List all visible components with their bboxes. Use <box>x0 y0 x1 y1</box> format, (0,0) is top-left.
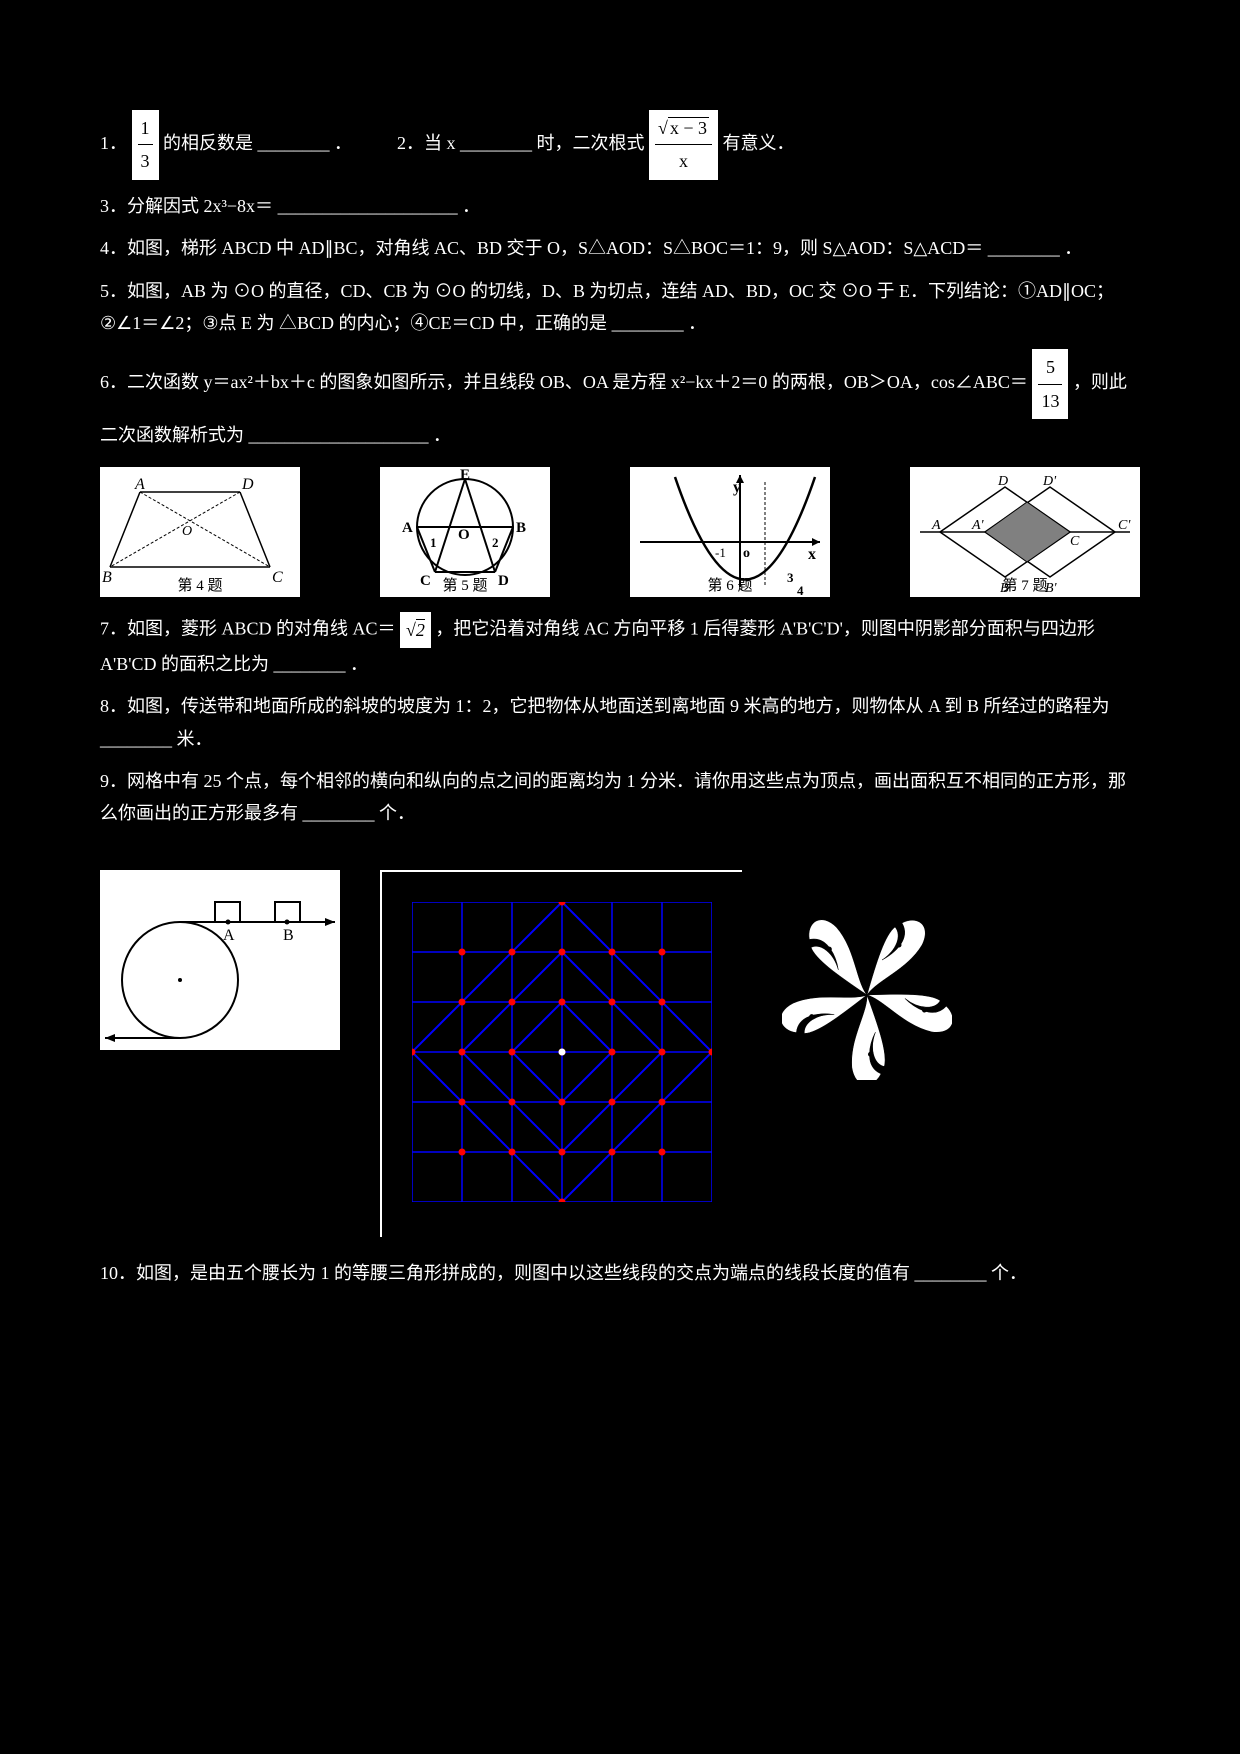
question-3: 3．分解因式 2x³−8x＝ ____________________ ． <box>100 190 1140 222</box>
svg-text:C': C' <box>1118 518 1131 533</box>
svg-text:E: E <box>460 467 470 483</box>
figure-7: A B C D A' B' C' D' 第 7 题 <box>910 467 1140 597</box>
svg-text:C: C <box>1070 534 1080 549</box>
question-9: 9．网格中有 25 个点，每个相邻的横向和纵向的点之间的距离均为 1 分米．请你… <box>100 765 1140 830</box>
svg-text:B: B <box>102 569 112 586</box>
figure-4: A D B C O 第 4 题 <box>100 467 300 597</box>
q2-suffix: 有意义． <box>723 133 795 153</box>
figure-10 <box>782 910 952 1080</box>
figure-row-1: A D B C O 第 4 题 E A B C D O 1 2 第 5 题 <box>100 467 1140 597</box>
sqrt-expr: √x − 3 x <box>649 110 718 180</box>
q1-mid: 的相反数是 <box>163 133 253 153</box>
svg-text:D: D <box>997 474 1008 489</box>
frac-5-13: 513 <box>1032 349 1068 419</box>
svg-text:B: B <box>283 927 294 944</box>
figure-9 <box>380 870 742 1237</box>
q2-mid: 时，二次根式 <box>537 133 645 153</box>
svg-text:3: 3 <box>787 570 794 585</box>
fig7-caption: 第 7 题 <box>1002 574 1047 595</box>
svg-text:A': A' <box>971 518 985 533</box>
q1-dot: ． <box>334 133 352 153</box>
question-4: 4．如图，梯形 ABCD 中 AD∥BC，对角线 AC、BD 交于 O，S△AO… <box>100 232 1140 264</box>
svg-text:D: D <box>498 573 509 589</box>
svg-text:2: 2 <box>492 535 499 550</box>
svg-text:A: A <box>223 927 235 944</box>
fig6-caption: 第 6 题 <box>707 574 752 595</box>
question-1-2: 1． 13 的相反数是 ________ ． 2．当 x ________ 时，… <box>100 110 1140 180</box>
q1-prefix: 1． <box>100 133 127 153</box>
svg-text:1: 1 <box>430 535 437 550</box>
question-7: 7．如图，菱形 ABCD 的对角线 AC＝ √2 ，把它沿着对角线 AC 方向平… <box>100 612 1140 681</box>
svg-text:4: 4 <box>797 583 804 597</box>
question-10: 10．如图，是由五个腰长为 1 的等腰三角形拼成的，则图中以这些线段的交点为端点… <box>100 1257 1140 1289</box>
figure-6: y x o -1 3 4 第 6 题 <box>630 467 830 597</box>
sqrt-2: √2 <box>400 612 431 648</box>
figure-8: A B <box>100 870 340 1050</box>
question-8: 8．如图，传送带和地面所成的斜坡的坡度为 1：2，它把物体从地面送到离地面 9 … <box>100 690 1140 755</box>
svg-text:D': D' <box>1042 474 1057 489</box>
svg-text:-1: -1 <box>715 545 726 560</box>
figure-5: E A B C D O 1 2 第 5 题 <box>380 467 550 597</box>
svg-text:A: A <box>134 476 145 493</box>
question-6: 6．二次函数 y＝ax²＋bx＋c 的图象如图所示，并且线段 OB、OA 是方程… <box>100 349 1140 451</box>
svg-text:C: C <box>420 573 431 589</box>
svg-text:x: x <box>808 546 816 563</box>
svg-text:C: C <box>272 569 283 586</box>
q1-blank: ________ <box>258 133 330 153</box>
svg-text:B: B <box>516 520 526 536</box>
svg-text:A: A <box>402 520 413 536</box>
svg-text:D: D <box>241 476 254 493</box>
svg-text:O: O <box>458 527 470 543</box>
svg-text:O: O <box>182 524 192 539</box>
frac-1-3: 13 <box>132 110 159 180</box>
svg-text:o: o <box>743 546 750 561</box>
q2-blank: ________ <box>460 133 532 153</box>
q2-prefix: 2．当 x <box>397 133 456 153</box>
fig4-caption: 第 4 题 <box>177 574 222 595</box>
fig5-caption: 第 5 题 <box>442 574 487 595</box>
figure-row-2: A B <box>100 870 1140 1237</box>
svg-text:A: A <box>931 518 941 533</box>
question-5: 5．如图，AB 为 ⊙O 的直径，CD、CB 为 ⊙O 的切线，D、B 为切点，… <box>100 275 1140 340</box>
svg-text:y: y <box>733 479 741 496</box>
